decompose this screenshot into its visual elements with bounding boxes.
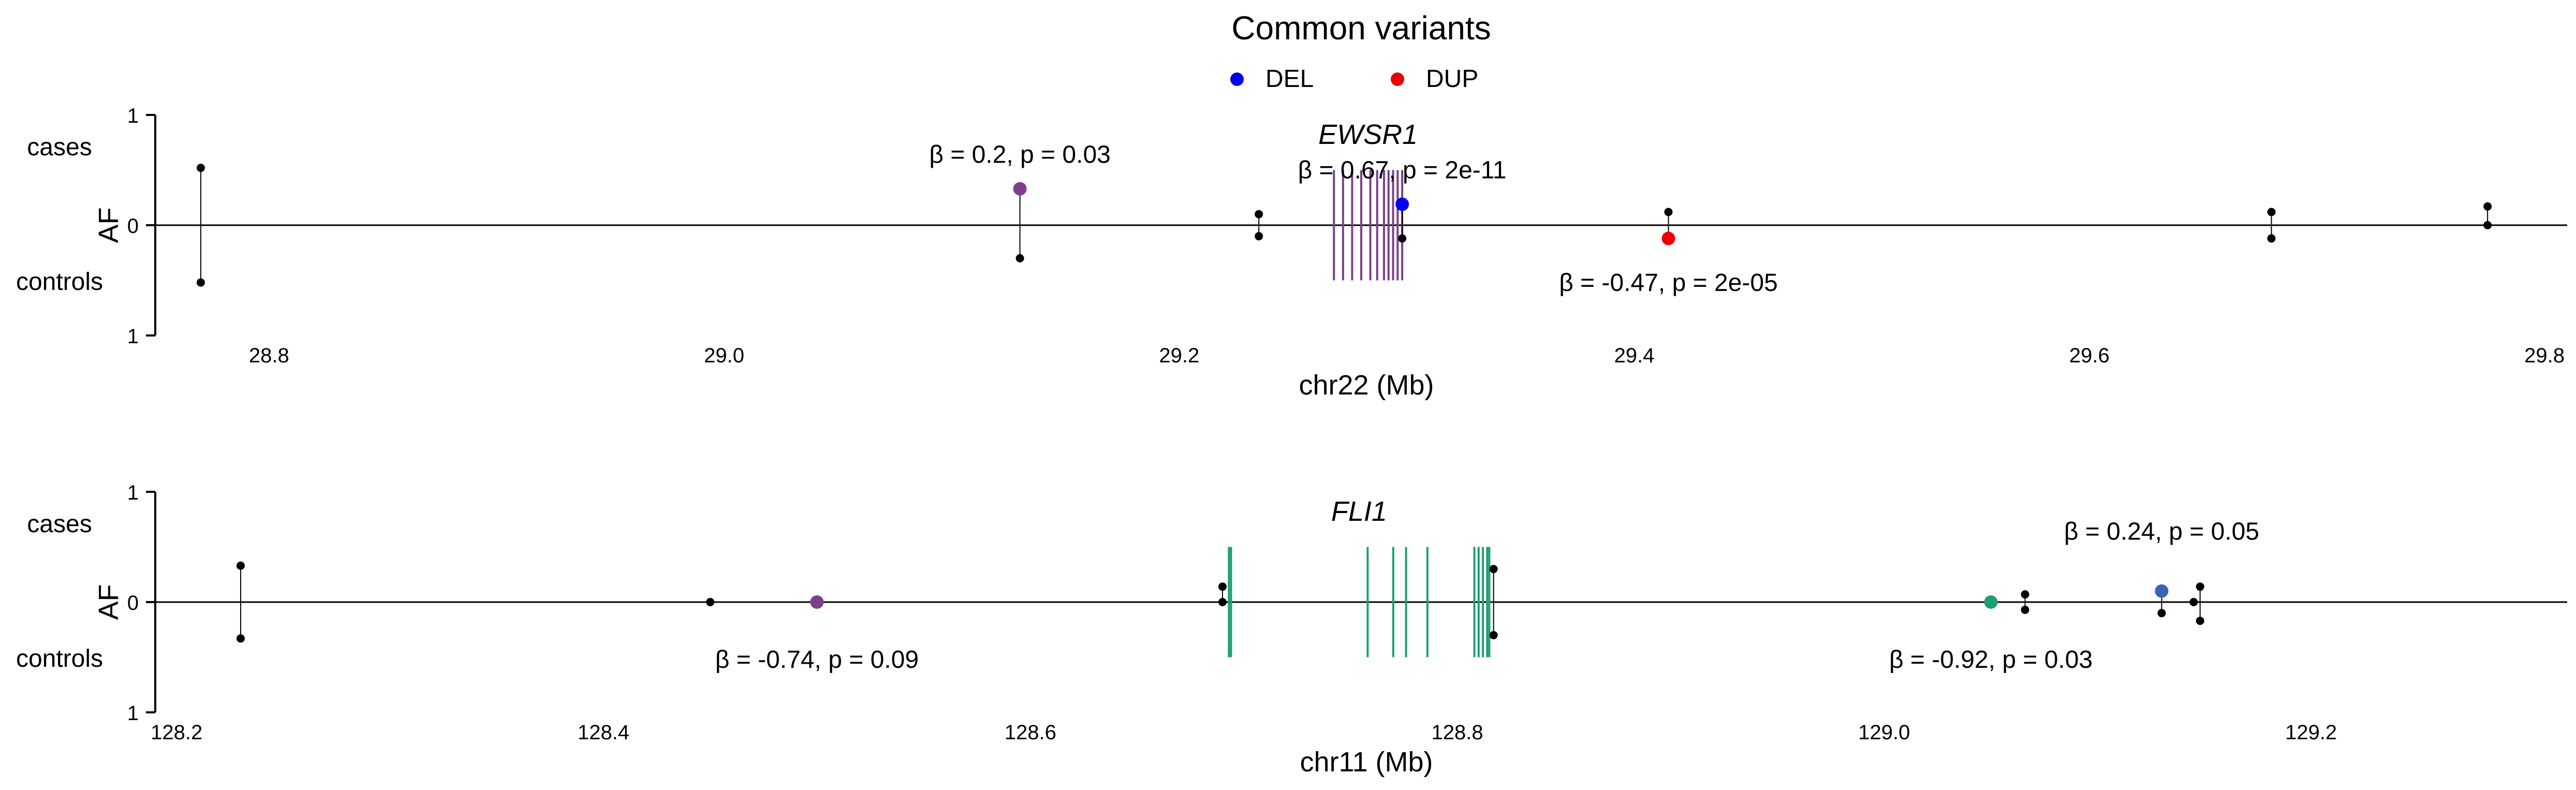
y-tick-label: 0 bbox=[127, 592, 139, 615]
x-tick-label: 29.8 bbox=[2524, 344, 2565, 367]
variant-control-point bbox=[2157, 609, 2166, 618]
variant-case-point bbox=[2483, 202, 2492, 211]
variant-control-point bbox=[2196, 617, 2204, 625]
legend-label-dup: DUP bbox=[1426, 65, 1478, 93]
legend-marker-dup bbox=[1391, 72, 1404, 86]
variant-control-point bbox=[196, 278, 205, 287]
gene-label: EWSR1 bbox=[1318, 119, 1418, 150]
cnv-point bbox=[810, 595, 824, 609]
panel-fli1: 1 0 1 cases controls AF 128.2 128.4 128.6 128.8 12… bbox=[16, 481, 2567, 778]
variant-control-point bbox=[1398, 234, 1407, 243]
x-axis-label: chr22 (Mb) bbox=[1299, 370, 1434, 401]
y-tick-label: 1 bbox=[127, 105, 139, 127]
variant-control-point bbox=[1489, 631, 1498, 639]
variant-case-point bbox=[2267, 208, 2276, 216]
y-tick-label: 1 bbox=[127, 702, 139, 725]
variant-case-point bbox=[1218, 582, 1227, 591]
variant-case-point bbox=[1664, 208, 1673, 216]
variant-case-point bbox=[1489, 565, 1498, 574]
variant-control-point bbox=[2021, 605, 2029, 614]
cnv-point bbox=[1013, 182, 1027, 196]
cnv-point bbox=[2155, 584, 2169, 598]
variant-control-point bbox=[2483, 221, 2492, 229]
cnv-point bbox=[1395, 197, 1409, 211]
x-tick-label: 29.6 bbox=[2069, 344, 2110, 367]
legend-label-del: DEL bbox=[1265, 65, 1314, 93]
variant-control-point bbox=[1255, 232, 1263, 241]
cases-label: cases bbox=[27, 134, 92, 161]
x-axis-label: chr11 (Mb) bbox=[1300, 747, 1433, 778]
variant-case-point bbox=[2021, 590, 2029, 599]
x-tick-label: 128.6 bbox=[1005, 721, 1056, 744]
cnv-point bbox=[1984, 595, 1998, 609]
variant-control-point bbox=[1015, 254, 1024, 262]
variant-case-point bbox=[1255, 210, 1263, 218]
x-tick-label: 129.2 bbox=[2285, 721, 2337, 744]
x-tick-label: 128.2 bbox=[151, 721, 202, 744]
x-tick-label: 29.4 bbox=[1614, 344, 1655, 367]
y-axis-label: AF bbox=[93, 207, 124, 243]
gene-label: FLI1 bbox=[1331, 496, 1387, 527]
x-tick-label: 128.8 bbox=[1432, 721, 1483, 744]
chart-title: Common variants bbox=[1231, 9, 1491, 47]
legend: DEL DUP bbox=[1230, 65, 1478, 93]
y-tick-label: 1 bbox=[127, 481, 139, 504]
y-tick-label: 0 bbox=[127, 215, 139, 238]
controls-label: controls bbox=[16, 645, 103, 672]
effect-annotation: β = 0.67, p = 2e-11 bbox=[1298, 157, 1507, 184]
y-axis-label: AF bbox=[93, 584, 124, 620]
legend-marker-del bbox=[1230, 72, 1244, 86]
variant-control-point bbox=[1218, 598, 1227, 606]
x-tick-label: 29.2 bbox=[1159, 344, 1199, 367]
effect-annotation: β = 0.2, p = 0.03 bbox=[929, 141, 1111, 169]
variant-case-point bbox=[236, 561, 245, 570]
x-tick-label: 128.4 bbox=[578, 721, 629, 744]
x-tick-label: 28.8 bbox=[249, 344, 289, 367]
variant-control-point bbox=[706, 598, 715, 606]
variant-control-point bbox=[2189, 598, 2198, 606]
y-tick-label: 1 bbox=[127, 325, 139, 348]
effect-annotation: β = 0.24, p = 0.05 bbox=[2064, 518, 2259, 546]
variant-control-point bbox=[2267, 234, 2276, 243]
effect-annotation: β = -0.47, p = 2e-05 bbox=[1559, 269, 1778, 297]
cases-label: cases bbox=[27, 510, 92, 538]
variant-case-point bbox=[2196, 582, 2204, 591]
effect-annotation: β = -0.74, p = 0.09 bbox=[715, 646, 919, 674]
panel-ewsr1: 1 0 1 cases controls AF 28.8 29.0 29.2 29.4 29.6 29… bbox=[16, 105, 2567, 401]
effect-annotation: β = -0.92, p = 0.03 bbox=[1889, 646, 2093, 674]
variant-control-point bbox=[236, 634, 245, 643]
x-tick-label: 129.0 bbox=[1858, 721, 1910, 744]
x-tick-label: 29.0 bbox=[704, 344, 744, 367]
variant-case-point bbox=[196, 164, 205, 172]
controls-label: controls bbox=[16, 268, 103, 296]
cnv-point bbox=[1661, 231, 1675, 245]
